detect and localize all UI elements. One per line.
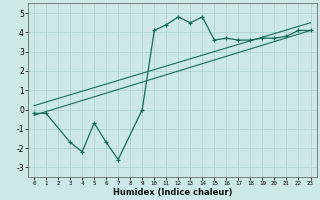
X-axis label: Humidex (Indice chaleur): Humidex (Indice chaleur): [113, 188, 232, 197]
